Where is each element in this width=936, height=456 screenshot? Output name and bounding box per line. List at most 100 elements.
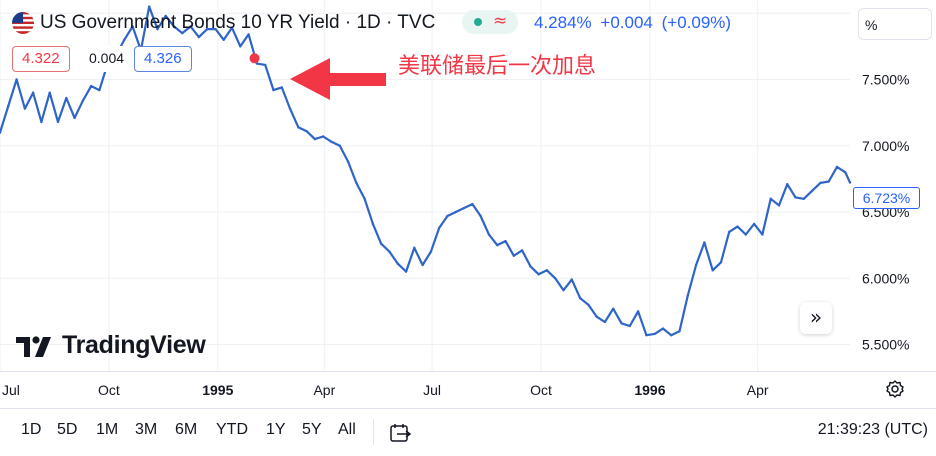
data-point	[848, 181, 852, 184]
data-point	[761, 233, 764, 236]
data-point	[0, 131, 2, 134]
data-points	[0, 5, 852, 337]
last-price: 4.284%	[534, 13, 592, 32]
data-point	[205, 27, 209, 31]
y-tick-label: 7.500%	[862, 72, 909, 88]
data-point	[346, 160, 350, 163]
data-point	[678, 330, 681, 333]
range-all-button[interactable]: All	[338, 421, 356, 438]
spread-value: 0.004	[80, 46, 134, 72]
data-point	[164, 14, 167, 18]
data-point	[31, 91, 35, 94]
range-1y-button[interactable]: 1Y	[266, 421, 286, 438]
data-point	[786, 182, 789, 186]
x-tick-label: Apr	[313, 382, 335, 398]
scroll-to-realtime-button[interactable]: »	[800, 302, 832, 334]
data-point	[819, 181, 822, 185]
market-open-dot-icon	[474, 18, 482, 26]
y-axis: 8.000%7.500%7.000%6.500%6.000%5.500%	[862, 5, 909, 352]
data-point	[471, 202, 474, 206]
data-point	[570, 278, 573, 281]
data-point	[636, 310, 640, 313]
buy-price-box[interactable]: 4.326	[134, 46, 192, 72]
data-point	[413, 246, 416, 249]
data-point	[23, 107, 27, 110]
symbol-header: US Government Bonds 10 YR Yield · 1D · T…	[0, 0, 850, 44]
data-point	[545, 269, 549, 272]
range-5y-button[interactable]: 5Y	[302, 421, 322, 438]
data-point	[247, 33, 250, 36]
data-point	[363, 197, 366, 200]
data-point	[620, 322, 623, 325]
utc-clock[interactable]: 21:39:23 (UTC)	[817, 421, 928, 438]
toolbar-separator	[373, 419, 374, 445]
data-point	[719, 261, 723, 264]
price-change-percent: (+0.09%)	[661, 13, 732, 32]
sell-price-box[interactable]: 4.322	[12, 46, 70, 72]
x-axis: Jul Oct 1995 Apr Jul Oct 1996 Apr	[2, 382, 769, 398]
compare-date-range-icon[interactable]	[388, 421, 412, 445]
data-point	[131, 25, 134, 28]
data-point	[487, 233, 491, 236]
range-ytd-button[interactable]: YTD	[216, 421, 248, 438]
data-point	[429, 250, 433, 253]
annotation-arrow	[290, 58, 386, 100]
data-point	[587, 303, 590, 306]
data-point	[214, 27, 217, 31]
data-point	[504, 239, 507, 243]
range-toolbar: 1D 5D 1M 3M 6M YTD 1Y 5Y All 21:39:23 (U…	[0, 408, 936, 456]
x-tick-label: Oct	[98, 382, 120, 398]
range-6m-button[interactable]: 6M	[175, 421, 198, 438]
data-point	[844, 171, 847, 174]
data-point	[81, 99, 85, 102]
x-tick-label: Apr	[747, 382, 769, 398]
double-chevron-right-icon: »	[809, 305, 823, 329]
data-point	[703, 241, 706, 244]
data-point	[711, 269, 714, 272]
market-status[interactable]: ≈	[462, 10, 518, 34]
y-tick-label: 5.500%	[862, 337, 909, 353]
data-point	[313, 137, 317, 141]
data-point	[769, 197, 772, 200]
data-point	[578, 296, 582, 300]
range-1d-button[interactable]: 1D	[21, 421, 42, 438]
tradingview-logo-icon	[16, 336, 51, 357]
data-point	[297, 126, 300, 129]
data-point	[661, 327, 665, 330]
data-point	[156, 27, 159, 31]
x-tick-label: Oct	[530, 382, 552, 398]
range-1m-button[interactable]: 1M	[96, 421, 119, 438]
y-tick-label: 7.000%	[862, 138, 909, 154]
data-point	[454, 210, 457, 214]
data-point	[562, 288, 565, 292]
last-price-tag: 6.723%	[853, 187, 920, 209]
data-point	[222, 38, 225, 41]
data-point	[438, 226, 441, 230]
range-3m-button[interactable]: 3M	[135, 421, 158, 438]
data-point	[686, 294, 690, 297]
data-point	[272, 88, 275, 92]
data-point	[172, 25, 176, 28]
data-point	[388, 250, 391, 253]
data-point	[670, 334, 673, 337]
time-axis-divider	[0, 371, 936, 372]
data-point	[479, 214, 482, 218]
data-point	[512, 254, 515, 257]
x-tick-label: Jul	[2, 382, 20, 398]
scale-mode-button[interactable]: %	[858, 8, 932, 40]
symbol-title[interactable]: US Government Bonds 10 YR Yield · 1D · T…	[40, 12, 436, 33]
data-point	[15, 78, 18, 81]
x-tick-label: 1995	[202, 382, 233, 398]
data-point	[496, 243, 499, 247]
gear-icon[interactable]	[884, 378, 906, 400]
data-point	[230, 26, 234, 30]
data-point	[396, 262, 399, 265]
range-5d-button[interactable]: 5D	[57, 421, 78, 438]
us-flag-icon	[12, 12, 34, 34]
highlight-point	[249, 53, 260, 64]
data-point	[802, 197, 806, 200]
data-point	[355, 181, 358, 185]
data-point	[421, 263, 424, 267]
data-point	[794, 196, 797, 199]
data-point	[263, 63, 267, 67]
